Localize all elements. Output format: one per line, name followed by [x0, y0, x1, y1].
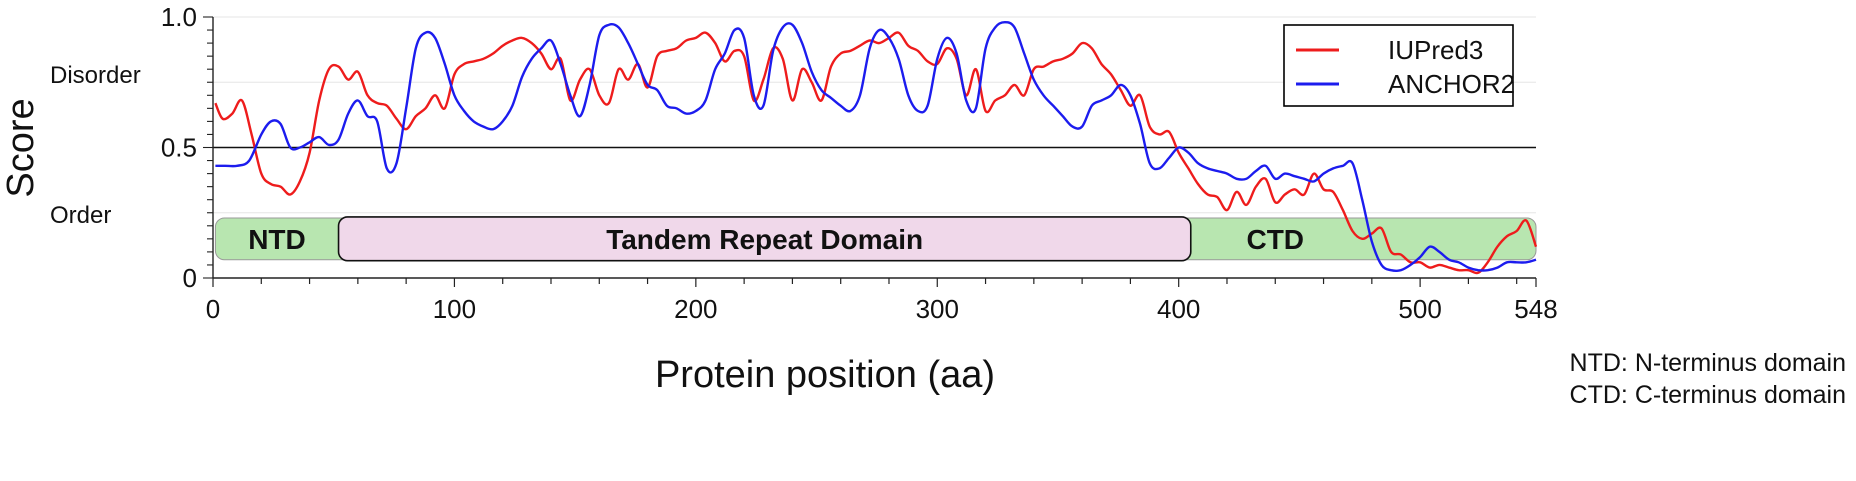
y-axis: 0 0.5 1.0 [161, 2, 214, 293]
domain-label-tandem-repeat-domain: Tandem Repeat Domain [606, 224, 923, 255]
footnote-ntd: NTD: N-terminus domain [1570, 349, 1846, 377]
x-tick-label: 548 [1514, 294, 1557, 324]
x-axis-title: Protein position (aa) [655, 354, 995, 396]
series-lines [214, 21, 1538, 275]
legend-label-anchor2: ANCHOR2 [1388, 69, 1515, 99]
x-tick-label: 300 [916, 294, 959, 324]
domain-label-ntd: NTD [248, 224, 306, 255]
x-tick-label: 200 [674, 294, 717, 324]
legend-box [1283, 24, 1514, 107]
y-axis-title: Score [0, 98, 42, 197]
series-line-iupred3 [214, 31, 1538, 275]
legend-label-iupred3: IUPred3 [1388, 35, 1483, 65]
y-tick-label: 0.5 [161, 133, 197, 163]
legend: IUPred3 ANCHOR2 [1283, 24, 1515, 107]
series-line-anchor2 [215, 21, 1537, 272]
order-label: Order [50, 202, 111, 229]
y-tick-label: 1.0 [161, 2, 197, 32]
x-tick-label: 500 [1398, 294, 1441, 324]
x-tick-label: 0 [206, 294, 220, 324]
domain-tandem-repeat-domain [337, 216, 1192, 262]
domain-band: NTD Tandem Repeat Domain CTD [214, 216, 1537, 262]
y-tick-label: 0 [183, 263, 197, 293]
footnote-ctd: CTD: C-terminus domain [1570, 381, 1846, 409]
domain-label-ctd: CTD [1246, 224, 1304, 255]
x-axis: 0 100 200 300 400 500 548 [206, 277, 1558, 324]
x-tick-label: 100 [433, 294, 476, 324]
disorder-label: Disorder [50, 62, 141, 89]
x-tick-label: 400 [1157, 294, 1200, 324]
